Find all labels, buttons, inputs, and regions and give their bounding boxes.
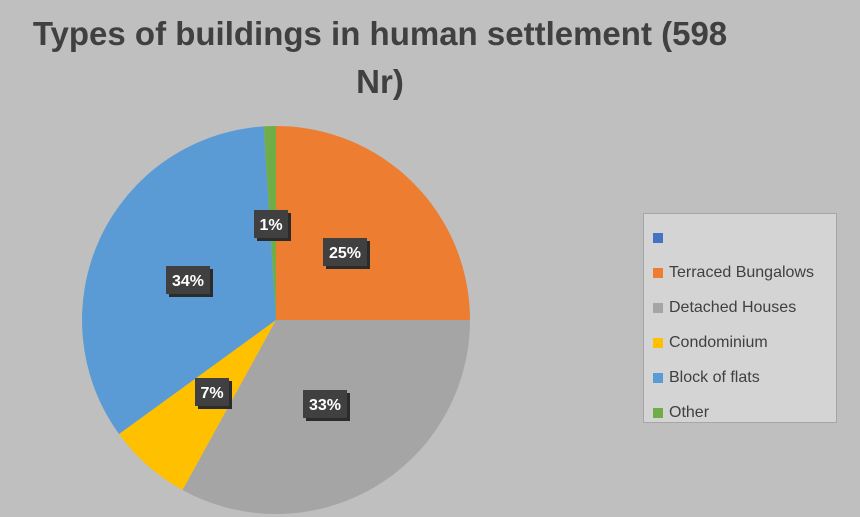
chart-legend: Terraced Bungalows Detached Houses Condomi… (643, 213, 837, 423)
svg-text:1%: 1% (259, 217, 282, 234)
legend-swatch (653, 302, 663, 313)
legend-label: Other (669, 403, 710, 421)
legend-label: Block of flats (669, 368, 760, 386)
svg-text:25%: 25% (329, 245, 361, 262)
data-label: 1% (254, 210, 291, 241)
legend-swatch (653, 232, 663, 243)
legend-swatch (653, 267, 663, 278)
legend-item: Condominium (644, 325, 836, 360)
legend-label: Detached Houses (669, 298, 797, 316)
svg-text:33%: 33% (309, 397, 341, 414)
svg-text:34%: 34% (172, 273, 204, 290)
chart-title: Types of buildings in human settlement (… (32, 15, 728, 100)
legend-swatch (653, 407, 663, 418)
legend-item (644, 220, 836, 255)
legend-swatch (653, 372, 663, 383)
legend-label: Condominium (669, 333, 768, 351)
data-label: 33% (303, 390, 350, 421)
legend-label: Terraced Bungalows (669, 263, 814, 281)
legend-item: Terraced Bungalows (644, 255, 836, 290)
legend-item: Block of flats (644, 360, 836, 395)
legend-item: Other (644, 395, 836, 430)
svg-text:7%: 7% (200, 385, 223, 402)
pie-slice (276, 126, 470, 320)
data-label: 34% (166, 266, 213, 297)
legend-swatch (653, 337, 663, 348)
data-label: 7% (195, 378, 232, 409)
legend-item: Detached Houses (644, 290, 836, 325)
data-label: 25% (323, 238, 370, 269)
